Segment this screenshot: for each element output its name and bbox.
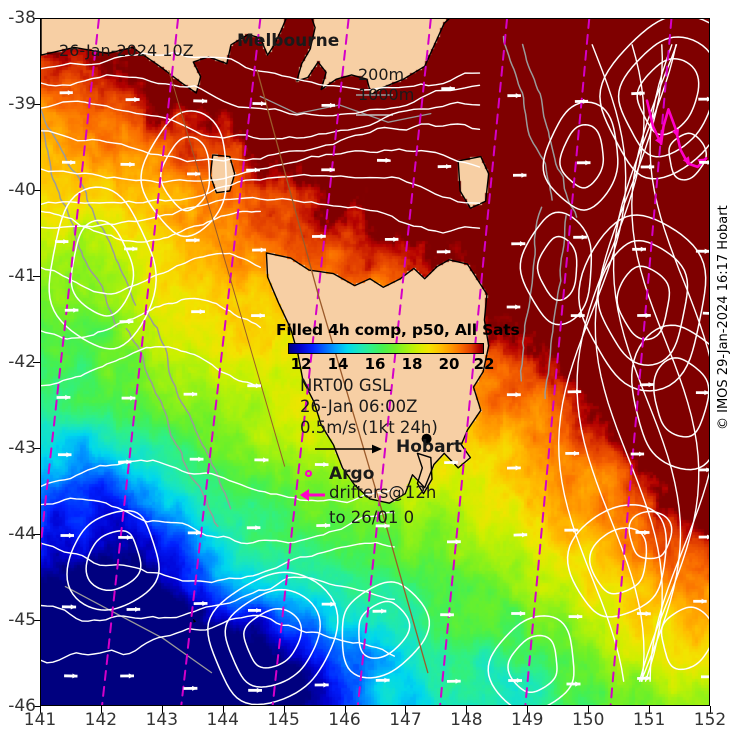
bathymetry-label-200m: 200m (358, 65, 405, 84)
y-axis-label: -43 (8, 438, 36, 458)
x-axis-tick (588, 706, 590, 714)
vector-scale-arrow-icon (314, 440, 492, 459)
legend-drifter-entry: drifters@12h (276, 483, 492, 508)
x-axis-tick (405, 706, 407, 714)
x-axis-tick (100, 706, 102, 714)
bathymetry-label-1000m: 1000m (358, 85, 415, 104)
x-axis-label: 146 (328, 710, 361, 730)
y-axis-tick (33, 18, 41, 19)
y-axis-label: -44 (8, 524, 36, 544)
x-axis-label: 148 (450, 710, 483, 730)
x-axis-tick (344, 706, 346, 714)
y-axis-tick (33, 362, 41, 363)
colorbar (288, 343, 484, 354)
y-axis-label: -38 (8, 8, 36, 28)
x-axis-tick (466, 706, 468, 714)
x-axis-label: 141 (23, 710, 57, 730)
colorbar-tick: 14 (327, 355, 349, 373)
map-plot-area[interactable]: 26-Jan-2024 10Z 200m 1000m Melbourne Hob… (40, 18, 710, 706)
y-axis-tick (33, 620, 41, 621)
x-axis-label: 150 (571, 710, 605, 730)
legend-argo-label: Argo (329, 464, 375, 484)
argo-marker-icon (305, 470, 312, 477)
x-axis-tick (527, 706, 529, 714)
y-axis-label: -46 (8, 696, 36, 716)
x-axis-label: 144 (206, 710, 239, 730)
y-axis-tick (33, 190, 41, 191)
y-axis-label: -41 (8, 266, 36, 286)
x-axis-tick (710, 706, 711, 714)
colorbar-tick: 22 (473, 355, 495, 373)
y-axis-label: -42 (8, 352, 36, 372)
legend-vector-scale: 0.5m/s (1kt 24h) (300, 418, 438, 437)
y-axis-tick (33, 706, 41, 707)
x-axis-tick (161, 706, 163, 714)
legend-title: Filled 4h comp, p50, All Sats (276, 321, 520, 339)
x-axis-label: 143 (145, 710, 179, 730)
colorbar-tick: 16 (364, 355, 386, 373)
y-axis-label: -45 (8, 610, 36, 630)
colorbar-tick: 12 (290, 355, 312, 373)
x-axis-tick (649, 706, 651, 714)
date-stamp: 26-Jan-2024 10Z (59, 41, 194, 60)
x-axis-label: 152 (693, 710, 727, 730)
x-axis-label: 142 (84, 710, 118, 730)
credit-text: © IMOS 29-Jan-2024 16:17 Hobart (716, 205, 731, 430)
x-axis-tick (283, 706, 285, 714)
city-label-hobart: Hobart (396, 437, 463, 457)
x-axis-label: 145 (267, 710, 300, 730)
map-legend: Filled 4h comp, p50, All Sats 12 14 16 1… (276, 321, 520, 527)
drifter-track-arrow-icon (300, 487, 326, 507)
x-axis-tick (40, 706, 41, 714)
x-axis-label: 151 (632, 710, 666, 730)
legend-valid-time: 26-Jan 06:00Z (300, 397, 418, 416)
colorbar-tick: 20 (438, 355, 460, 373)
x-axis-label: 149 (511, 710, 544, 730)
y-axis-label: -39 (8, 94, 36, 114)
city-label-melbourne: Melbourne (237, 31, 340, 51)
y-axis-tick (33, 276, 41, 277)
y-axis-tick (33, 104, 41, 105)
x-axis-label: 147 (389, 710, 422, 730)
legend-track-end: to 26/01 0 (329, 508, 415, 527)
colorbar-tick: 18 (401, 355, 423, 373)
map-vector-overlay (41, 19, 709, 705)
legend-argo-entry: Argo (276, 464, 492, 487)
y-axis-tick (33, 534, 41, 535)
y-axis-tick (33, 448, 41, 449)
legend-drifters-label: drifters@12h (329, 483, 437, 502)
legend-product: NRT00 GSL (300, 376, 392, 395)
x-axis-tick (222, 706, 224, 714)
y-axis-label: -40 (8, 180, 36, 200)
colorbar-tick-labels: 12 14 16 18 20 22 (276, 355, 495, 375)
